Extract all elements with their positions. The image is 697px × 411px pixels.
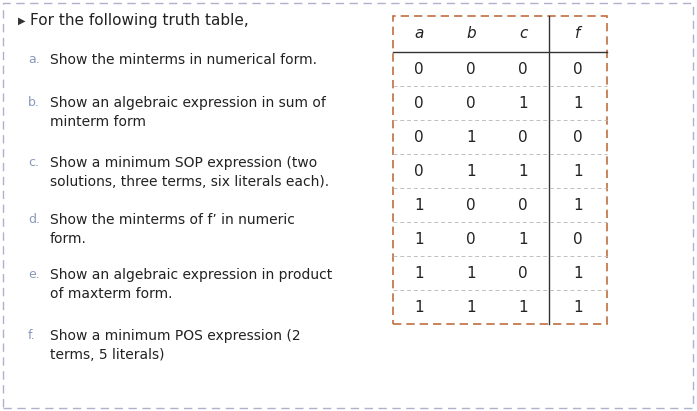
Text: 1: 1 [466,266,476,280]
Text: 1: 1 [573,198,583,212]
Text: 1: 1 [414,300,424,314]
Text: 0: 0 [573,231,583,247]
Text: f.: f. [28,329,36,342]
Text: 1: 1 [573,164,583,178]
Text: Show the minterms in numerical form.: Show the minterms in numerical form. [50,53,317,67]
Text: 1: 1 [518,300,528,314]
Text: 0: 0 [466,198,476,212]
Text: 1: 1 [518,231,528,247]
Text: 0: 0 [518,266,528,280]
Text: 0: 0 [518,62,528,76]
Text: Show the minterms of f’ in numeric
form.: Show the minterms of f’ in numeric form. [50,213,295,246]
Text: 1: 1 [414,231,424,247]
Text: a: a [414,26,424,42]
Text: Show a minimum SOP expression (two
solutions, three terms, six literals each).: Show a minimum SOP expression (two solut… [50,156,329,189]
Text: 1: 1 [414,266,424,280]
Text: 1: 1 [573,266,583,280]
Text: a.: a. [28,53,40,66]
Text: For the following truth table,: For the following truth table, [30,14,249,28]
Text: Show an algebraic expression in sum of
minterm form: Show an algebraic expression in sum of m… [50,96,326,129]
Text: 0: 0 [414,164,424,178]
Text: c: c [519,26,527,42]
Text: 0: 0 [573,129,583,145]
Text: c.: c. [28,156,39,169]
Text: 0: 0 [414,129,424,145]
Text: f: f [575,26,581,42]
Text: 0: 0 [518,129,528,145]
Text: 0: 0 [518,198,528,212]
Text: b.: b. [28,96,40,109]
Text: 0: 0 [466,62,476,76]
Text: b: b [466,26,476,42]
Text: 1: 1 [573,300,583,314]
Text: Show an algebraic expression in product
of maxterm form.: Show an algebraic expression in product … [50,268,332,301]
Text: 1: 1 [573,95,583,111]
Text: 1: 1 [414,198,424,212]
Text: 1: 1 [466,164,476,178]
Text: 0: 0 [466,95,476,111]
Text: d.: d. [28,213,40,226]
Text: 1: 1 [518,164,528,178]
Text: ▶: ▶ [18,16,26,26]
Text: 1: 1 [466,300,476,314]
Text: Show a minimum POS expression (2
terms, 5 literals): Show a minimum POS expression (2 terms, … [50,329,300,362]
Text: 0: 0 [414,95,424,111]
Text: e.: e. [28,268,40,281]
Text: 0: 0 [466,231,476,247]
Text: 1: 1 [518,95,528,111]
Text: 0: 0 [573,62,583,76]
Text: 0: 0 [414,62,424,76]
Text: 1: 1 [466,129,476,145]
